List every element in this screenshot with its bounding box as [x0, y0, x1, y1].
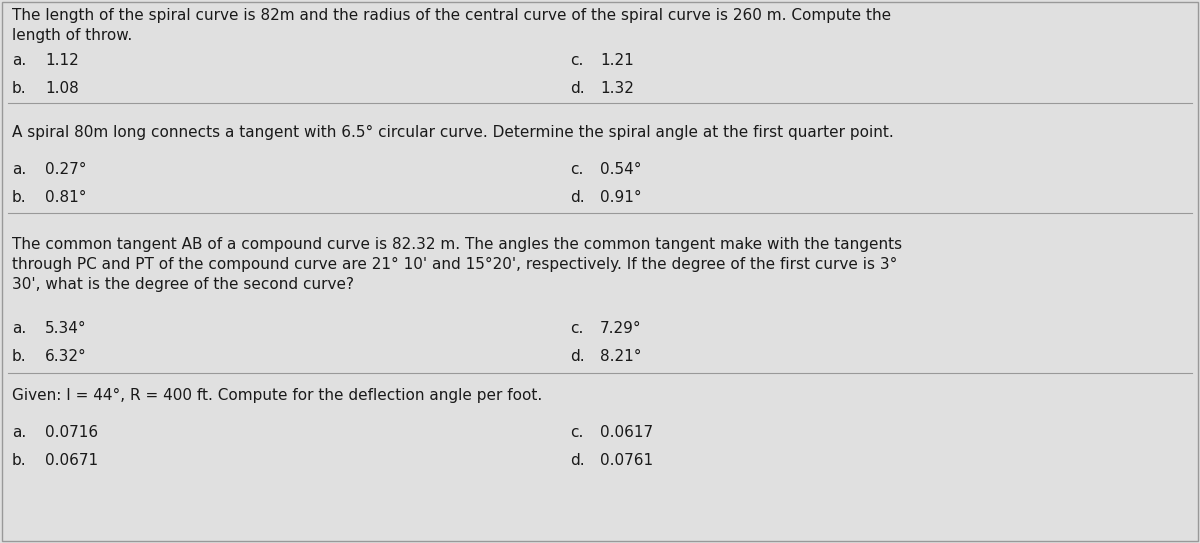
Text: 0.27°: 0.27° [46, 162, 86, 177]
Text: b.: b. [12, 190, 26, 205]
Text: The length of the spiral curve is 82m and the radius of the central curve of the: The length of the spiral curve is 82m an… [12, 8, 892, 43]
Text: b.: b. [12, 81, 26, 96]
Text: 1.32: 1.32 [600, 81, 634, 96]
Text: 1.12: 1.12 [46, 53, 79, 68]
Text: a.: a. [12, 321, 26, 336]
Text: 0.54°: 0.54° [600, 162, 642, 177]
Text: 0.0761: 0.0761 [600, 453, 653, 468]
Text: Given: I = 44°, R = 400 ft. Compute for the deflection angle per foot.: Given: I = 44°, R = 400 ft. Compute for … [12, 388, 542, 403]
Text: d.: d. [570, 190, 584, 205]
Text: a.: a. [12, 53, 26, 68]
Text: b.: b. [12, 453, 26, 468]
Text: b.: b. [12, 349, 26, 364]
Text: c.: c. [570, 162, 583, 177]
Text: a.: a. [12, 425, 26, 440]
Text: 7.29°: 7.29° [600, 321, 642, 336]
Text: 0.0671: 0.0671 [46, 453, 98, 468]
Text: c.: c. [570, 425, 583, 440]
Text: 0.81°: 0.81° [46, 190, 86, 205]
Text: 1.08: 1.08 [46, 81, 79, 96]
Text: a.: a. [12, 162, 26, 177]
Text: 0.0716: 0.0716 [46, 425, 98, 440]
Text: 8.21°: 8.21° [600, 349, 642, 364]
Text: A spiral 80m long connects a tangent with 6.5° circular curve. Determine the spi: A spiral 80m long connects a tangent wit… [12, 125, 894, 140]
Text: 0.91°: 0.91° [600, 190, 642, 205]
Text: d.: d. [570, 81, 584, 96]
Text: 0.0617: 0.0617 [600, 425, 653, 440]
Text: The common tangent AB of a compound curve is 82.32 m. The angles the common tang: The common tangent AB of a compound curv… [12, 237, 902, 292]
Text: d.: d. [570, 349, 584, 364]
Text: 5.34°: 5.34° [46, 321, 86, 336]
Text: 1.21: 1.21 [600, 53, 634, 68]
Text: 6.32°: 6.32° [46, 349, 86, 364]
Text: c.: c. [570, 53, 583, 68]
Text: c.: c. [570, 321, 583, 336]
Text: d.: d. [570, 453, 584, 468]
